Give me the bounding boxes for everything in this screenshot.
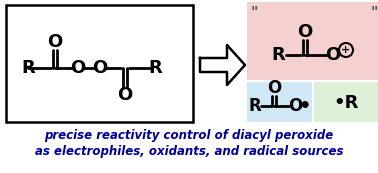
Bar <box>6 5 193 122</box>
Text: R: R <box>21 59 35 77</box>
Text: O: O <box>267 79 281 97</box>
Text: O: O <box>47 33 63 51</box>
Text: R: R <box>148 59 162 77</box>
Text: O: O <box>92 59 108 77</box>
Bar <box>247 2 378 80</box>
Text: O: O <box>288 97 302 115</box>
Text: R: R <box>271 46 285 64</box>
Text: R: R <box>249 97 261 115</box>
Text: +: + <box>341 45 351 55</box>
Text: precise reactivity control of diacyl peroxide: precise reactivity control of diacyl per… <box>44 130 334 143</box>
Text: O: O <box>70 59 86 77</box>
Text: as electrophiles, oxidants, and radical sources: as electrophiles, oxidants, and radical … <box>35 145 343 158</box>
Bar <box>314 82 378 122</box>
Text: ": " <box>370 5 378 19</box>
Text: •: • <box>298 98 310 116</box>
Text: O: O <box>118 86 133 104</box>
Bar <box>247 82 312 122</box>
Text: O: O <box>297 23 313 41</box>
Text: O: O <box>325 46 341 64</box>
Text: ": " <box>250 5 258 19</box>
Polygon shape <box>200 45 245 85</box>
Text: •R: •R <box>333 94 359 112</box>
